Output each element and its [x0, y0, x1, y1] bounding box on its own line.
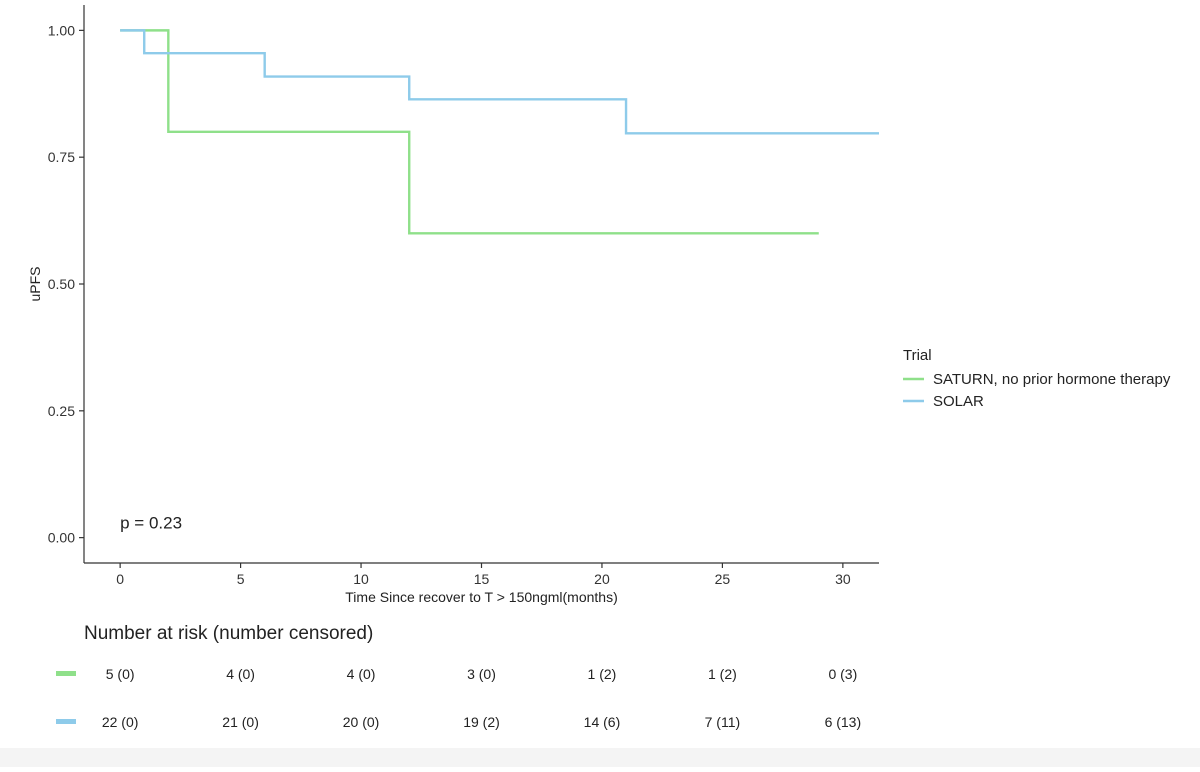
risk-row-color-swatch: [56, 719, 76, 724]
legend-title: Trial: [903, 347, 932, 364]
y-axis-title: uPFS: [27, 266, 43, 301]
x-tick-label: 25: [715, 571, 731, 587]
x-tick-label: 0: [116, 571, 124, 587]
x-tick-label: 5: [237, 571, 245, 587]
x-axis-title: Time Since recover to T > 150ngml(months…: [345, 589, 617, 605]
risk-row-color-swatch: [56, 671, 76, 676]
y-tick-label: 0.00: [48, 530, 75, 546]
km-curve-series-2: [120, 29, 879, 135]
risk-table-cell: 22 (0): [102, 714, 139, 730]
risk-table-cell: 20 (0): [343, 714, 380, 730]
risk-table-cell: 3 (0): [467, 666, 496, 682]
risk-table-title: Number at risk (number censored): [84, 623, 373, 644]
risk-table-cell: 21 (0): [222, 714, 259, 730]
risk-table-cell: 14 (6): [584, 714, 621, 730]
y-tick-label: 0.75: [48, 149, 75, 165]
y-tick-label: 1.00: [48, 22, 75, 38]
risk-table-cell: 0 (3): [828, 666, 857, 682]
y-tick-label: 0.50: [48, 276, 75, 292]
p-value-annotation: p = 0.23: [120, 514, 182, 533]
x-tick-label: 15: [474, 571, 490, 587]
risk-table-cell: 6 (13): [825, 714, 862, 730]
km-curve-series-1: [120, 29, 819, 235]
x-tick-label: 30: [835, 571, 851, 587]
risk-table-cell: 19 (2): [463, 714, 500, 730]
x-tick-label: 20: [594, 571, 610, 587]
risk-table-cell: 1 (2): [708, 666, 737, 682]
x-tick-label: 10: [353, 571, 369, 587]
bottom-band: [0, 748, 1200, 767]
y-tick-label: 0.25: [48, 403, 75, 419]
legend-label: SATURN, no prior hormone therapy: [933, 371, 1171, 388]
risk-table-cell: 1 (2): [588, 666, 617, 682]
legend-label: SOLAR: [933, 393, 984, 410]
risk-table-cell: 4 (0): [347, 666, 376, 682]
risk-table-cell: 7 (11): [705, 714, 741, 730]
risk-table-cell: 5 (0): [106, 666, 135, 682]
risk-table-cell: 4 (0): [226, 666, 255, 682]
